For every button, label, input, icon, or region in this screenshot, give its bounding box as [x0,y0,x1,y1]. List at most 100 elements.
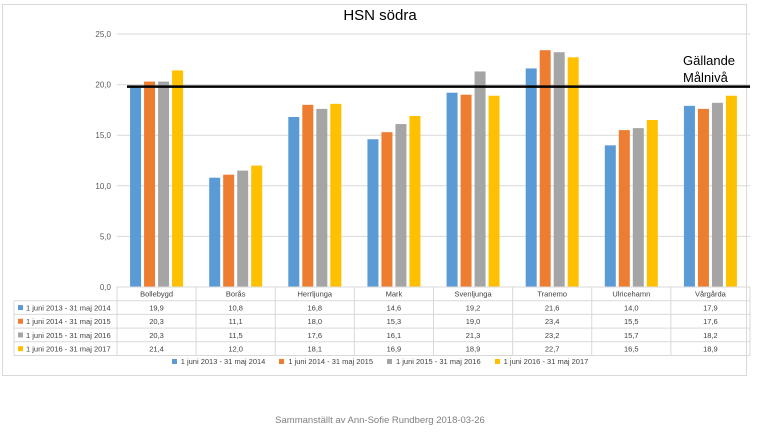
legend-item: 1 juni 2013 - 31 maj 2014 [171,357,266,366]
bar [302,104,314,287]
bar [409,115,421,287]
legend-item: 1 juni 2016 - 31 maj 2017 [494,357,589,366]
y-tick-label: 10,0 [95,182,111,191]
bar [460,94,472,287]
footer-credit: Sammanställt av Ann-Sofie Rundberg 2018-… [275,415,485,426]
table-series-name: 1 juni 2015 - 31 maj 2016 [26,331,111,340]
legend-label: 1 juni 2013 - 31 maj 2014 [180,357,266,366]
y-tick-label: 20,0 [95,81,111,90]
data-label: 21,3 [466,331,481,340]
x-tick-label: Mark [386,290,403,299]
target-label-line2: Målnivå [683,70,728,85]
data-label: 17,9 [703,303,718,312]
data-label: 15,5 [624,317,639,326]
data-label: 11,5 [229,331,243,340]
data-label: 23,4 [545,317,560,326]
data-label: 16,8 [308,303,323,312]
bar [381,132,393,287]
bar [223,174,235,287]
x-tick-label: Tranemo [537,290,567,299]
bar [725,95,737,288]
data-label: 18,9 [703,345,718,354]
table-legend-key [18,305,23,311]
bar [144,81,156,288]
data-label: 16,9 [387,345,402,354]
table-series-name: 1 juni 2014 - 31 maj 2015 [26,317,111,326]
data-label: 11,1 [229,317,243,326]
data-label: 16,5 [624,345,639,354]
bar [209,177,221,287]
data-label: 12,0 [228,345,243,354]
data-label: 18,0 [308,317,323,326]
bar [316,108,328,287]
x-tick-label: Herrljunga [298,290,333,299]
data-label: 22,7 [545,345,560,354]
bar [539,50,551,287]
data-label: 15,3 [387,317,402,326]
table-legend-key [18,346,23,352]
table-legend-key [18,318,23,324]
bar [711,102,723,287]
legend-item: 1 juni 2014 - 31 maj 2015 [279,357,373,366]
legend-item: 1 juni 2015 - 31 maj 2016 [387,357,481,366]
data-label: 23,2 [545,331,560,340]
y-tick-label: 0,0 [100,283,112,292]
data-label: 15,7 [624,331,639,340]
target-label-line1: Gällande [683,53,736,68]
y-tick-label: 25,0 [95,30,111,39]
data-label: 20,3 [149,331,164,340]
data-label: 21,4 [149,345,164,354]
bar [632,128,644,287]
bar [697,108,709,287]
target-line-label: Gällande Målnivå [683,52,759,86]
data-label: 18,1 [308,345,323,354]
legend: 1 juni 2013 - 31 maj 2014 1 juni 2014 - 3… [0,357,760,366]
data-label: 21,6 [545,303,560,312]
data-label: 17,6 [308,331,323,340]
legend-swatch [171,359,177,364]
bar [237,170,249,287]
data-label: 17,6 [703,317,718,326]
chart-frame [2,4,747,376]
table-series-name: 1 juni 2013 - 31 maj 2014 [26,303,111,312]
data-label: 16,1 [387,331,402,340]
data-label: 14,6 [387,303,402,312]
x-tick-label: Vårgårda [695,290,727,299]
x-tick-label: Borås [226,290,246,299]
data-label: 19,9 [149,303,164,312]
data-label: 10,8 [228,303,243,312]
bar [395,124,407,288]
bar [288,116,300,287]
bar [567,57,579,287]
table-series-name: 1 juni 2016 - 31 maj 2017 [26,345,111,354]
y-tick-label: 15,0 [95,131,111,140]
legend-label: 1 juni 2016 - 31 maj 2017 [503,357,589,366]
legend-label: 1 juni 2015 - 31 maj 2016 [396,357,481,366]
bar [330,103,342,287]
y-tick-label: 5,0 [100,232,112,241]
x-tick-label: Bollebygd [140,290,173,299]
bar [172,70,184,287]
bar [367,139,379,287]
bar [646,120,658,288]
data-label: 19,0 [466,317,481,326]
bar [488,95,500,288]
bar [130,85,142,287]
bar [158,81,170,288]
data-label: 18,2 [703,331,718,340]
legend-swatch [494,359,500,364]
table-legend-key [18,332,23,338]
data-label: 19,2 [466,303,481,312]
legend-swatch [387,359,392,364]
bar [251,165,263,287]
bar [618,130,630,287]
bar [474,71,486,287]
x-tick-label: Svenljunga [455,290,493,299]
legend-swatch [279,359,285,364]
bar [525,68,537,288]
bar [683,105,695,288]
data-label: 14,0 [624,303,639,312]
bar [553,52,565,287]
legend-label: 1 juni 2014 - 31 maj 2015 [288,357,373,366]
